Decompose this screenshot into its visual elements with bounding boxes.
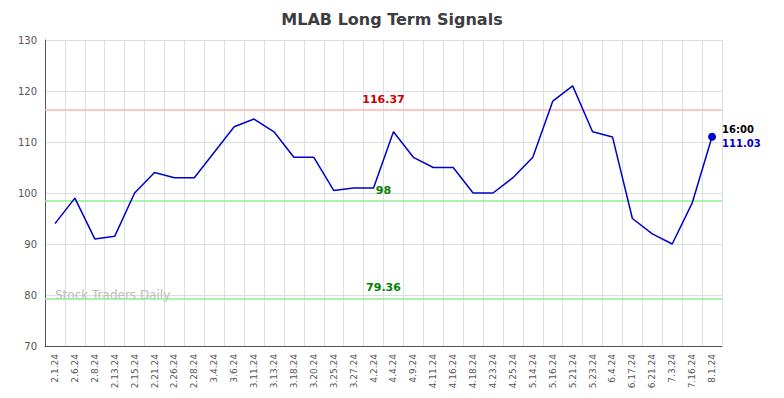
svg-text:3.25.24: 3.25.24 xyxy=(329,354,339,389)
svg-text:90: 90 xyxy=(24,239,37,250)
svg-text:70: 70 xyxy=(24,341,37,352)
svg-text:Stock Traders Daily: Stock Traders Daily xyxy=(55,288,170,302)
svg-text:MLAB Long Term Signals: MLAB Long Term Signals xyxy=(281,10,502,29)
svg-text:3.4.24: 3.4.24 xyxy=(209,354,219,383)
svg-text:16:00: 16:00 xyxy=(722,124,754,135)
svg-text:4.23.24: 4.23.24 xyxy=(488,354,498,389)
svg-text:79.36: 79.36 xyxy=(366,281,401,294)
svg-text:4.18.24: 4.18.24 xyxy=(468,354,478,389)
svg-text:80: 80 xyxy=(24,290,37,301)
svg-text:100: 100 xyxy=(18,188,37,199)
svg-text:2.8.24: 2.8.24 xyxy=(90,354,100,383)
svg-text:116.37: 116.37 xyxy=(362,93,404,106)
svg-text:7.16.24: 7.16.24 xyxy=(687,354,697,389)
svg-text:120: 120 xyxy=(18,86,37,97)
svg-text:98: 98 xyxy=(376,184,391,197)
svg-text:3.6.24: 3.6.24 xyxy=(229,354,239,383)
svg-text:4.4.24: 4.4.24 xyxy=(388,354,398,383)
svg-text:5.16.24: 5.16.24 xyxy=(548,354,558,389)
svg-text:111.03: 111.03 xyxy=(722,138,761,149)
svg-text:6.4.24: 6.4.24 xyxy=(607,354,617,383)
svg-text:4.25.24: 4.25.24 xyxy=(508,354,518,389)
svg-text:2.6.24: 2.6.24 xyxy=(70,354,80,383)
svg-text:6.21.24: 6.21.24 xyxy=(647,354,657,389)
svg-text:6.17.24: 6.17.24 xyxy=(627,354,637,389)
svg-text:5.23.24: 5.23.24 xyxy=(588,354,598,389)
svg-text:3.20.24: 3.20.24 xyxy=(309,354,319,389)
svg-text:3.18.24: 3.18.24 xyxy=(289,354,299,389)
svg-text:4.9.24: 4.9.24 xyxy=(408,354,418,383)
svg-text:4.11.24: 4.11.24 xyxy=(428,354,438,389)
svg-text:5.14.24: 5.14.24 xyxy=(528,354,538,389)
svg-text:8.1.24: 8.1.24 xyxy=(707,354,717,383)
svg-text:2.21.24: 2.21.24 xyxy=(150,354,160,389)
svg-text:110: 110 xyxy=(18,137,37,148)
svg-text:2.28.24: 2.28.24 xyxy=(189,354,199,389)
svg-text:2.26.24: 2.26.24 xyxy=(169,354,179,389)
svg-text:4.2.24: 4.2.24 xyxy=(369,354,379,383)
svg-text:130: 130 xyxy=(18,35,37,46)
svg-text:3.11.24: 3.11.24 xyxy=(249,354,259,389)
svg-text:4.16.24: 4.16.24 xyxy=(448,354,458,389)
svg-text:3.27.24: 3.27.24 xyxy=(349,354,359,389)
svg-text:5.21.24: 5.21.24 xyxy=(568,354,578,389)
svg-text:2.1.24: 2.1.24 xyxy=(50,354,60,383)
svg-text:2.15.24: 2.15.24 xyxy=(130,354,140,389)
svg-text:2.13.24: 2.13.24 xyxy=(110,354,120,389)
svg-text:7.3.24: 7.3.24 xyxy=(667,354,677,383)
svg-text:3.13.24: 3.13.24 xyxy=(269,354,279,389)
